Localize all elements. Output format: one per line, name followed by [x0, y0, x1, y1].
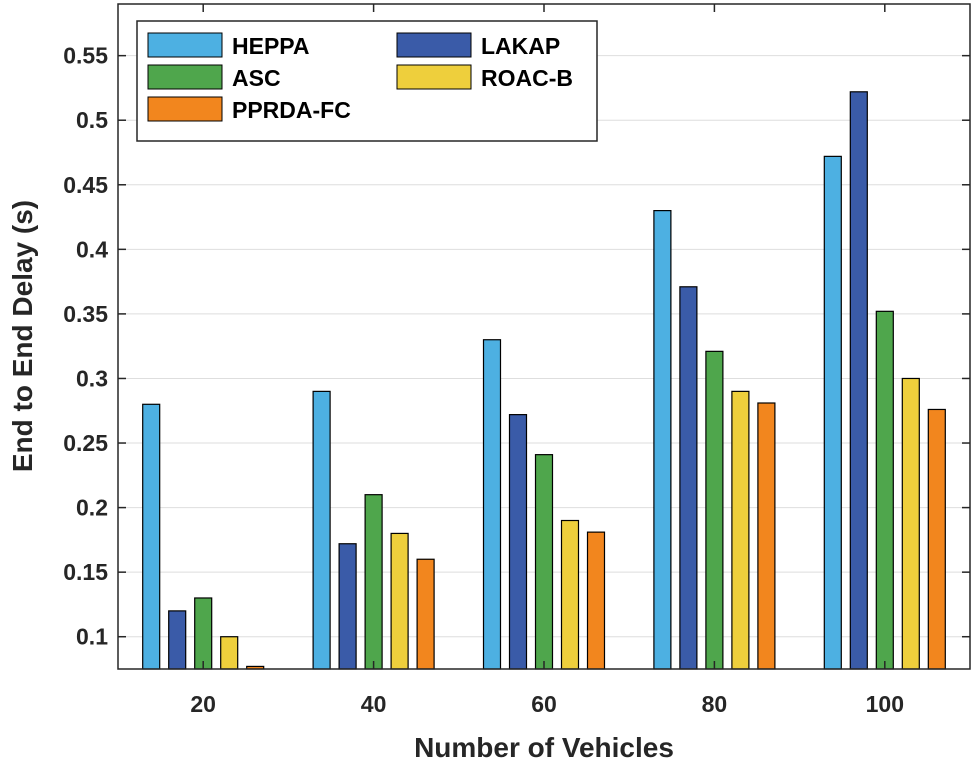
bar-asc-20 — [194, 597, 213, 670]
y-tick-label: 0.4 — [76, 236, 108, 262]
legend-label-heppa: HEPPA — [232, 33, 310, 59]
x-tick-label: 80 — [702, 691, 728, 717]
y-axis-label: End to End Delay (s) — [7, 200, 38, 472]
bar-asc-40 — [364, 494, 383, 670]
legend-swatch-roac-b — [396, 64, 472, 90]
y-tick-label: 0.35 — [63, 301, 108, 327]
legend-swatch-pprda-fc — [147, 96, 223, 122]
y-tick-label: 0.55 — [63, 43, 108, 69]
bar-heppa-60 — [482, 339, 502, 670]
y-tick-label: 0.5 — [76, 107, 108, 133]
legend-label-lakap: LAKAP — [481, 33, 560, 59]
bar-lakap-80 — [679, 286, 698, 670]
bar-roac-b-80 — [731, 390, 750, 670]
x-tick-label: 60 — [531, 691, 557, 717]
legend-swatch-asc — [147, 64, 223, 90]
bar-lakap-60 — [508, 414, 528, 670]
bar-heppa-80 — [653, 210, 672, 670]
y-tick-label: 0.45 — [63, 172, 108, 198]
bar-asc-60 — [534, 454, 554, 670]
legend: HEPPA LAKAP ASC ROAC-B PPRDA-FC — [136, 20, 598, 142]
x-tick-label: 100 — [866, 691, 904, 717]
bar-heppa-20 — [142, 403, 161, 670]
legend-swatch-lakap — [396, 32, 472, 58]
bar-lakap-40 — [338, 543, 357, 670]
legend-label-roac-b: ROAC-B — [481, 65, 573, 91]
legend-label-asc: ASC — [232, 65, 281, 91]
bar-roac-b-20 — [220, 636, 239, 670]
bar-heppa-40 — [312, 390, 331, 670]
bar-pprda-fc-40 — [416, 558, 435, 670]
legend-label-pprda-fc: PPRDA-FC — [232, 97, 351, 123]
bar-roac-b-40 — [390, 532, 409, 670]
y-axis-ticks: 0.1 0.15 0.2 0.25 0.3 0.35 0.4 0.45 0.5 0.55 — [63, 43, 970, 650]
y-tick-label: 0.1 — [76, 624, 108, 650]
x-axis-label: Number of Vehicles — [414, 732, 674, 763]
y-tick-label: 0.15 — [63, 559, 108, 585]
legend-swatch-heppa — [147, 32, 223, 58]
x-axis-ticks: 20 40 60 80 100 — [190, 4, 904, 717]
bar-lakap-100 — [849, 91, 868, 670]
bar-pprda-fc-60 — [586, 531, 606, 670]
y-tick-label: 0.2 — [76, 495, 108, 521]
bar-roac-b-60 — [560, 519, 580, 670]
y-tick-label: 0.3 — [76, 365, 108, 391]
bar-pprda-fc-100 — [927, 408, 946, 670]
y-tick-label: 0.25 — [63, 430, 108, 456]
x-tick-label: 20 — [190, 691, 216, 717]
bar-roac-b-100 — [901, 377, 920, 670]
bar-asc-100 — [875, 310, 894, 670]
bar-pprda-fc-80 — [757, 402, 776, 670]
bar-asc-80 — [705, 350, 724, 670]
bar-heppa-100 — [823, 155, 842, 670]
x-tick-label: 40 — [361, 691, 387, 717]
bar-lakap-20 — [168, 610, 187, 670]
